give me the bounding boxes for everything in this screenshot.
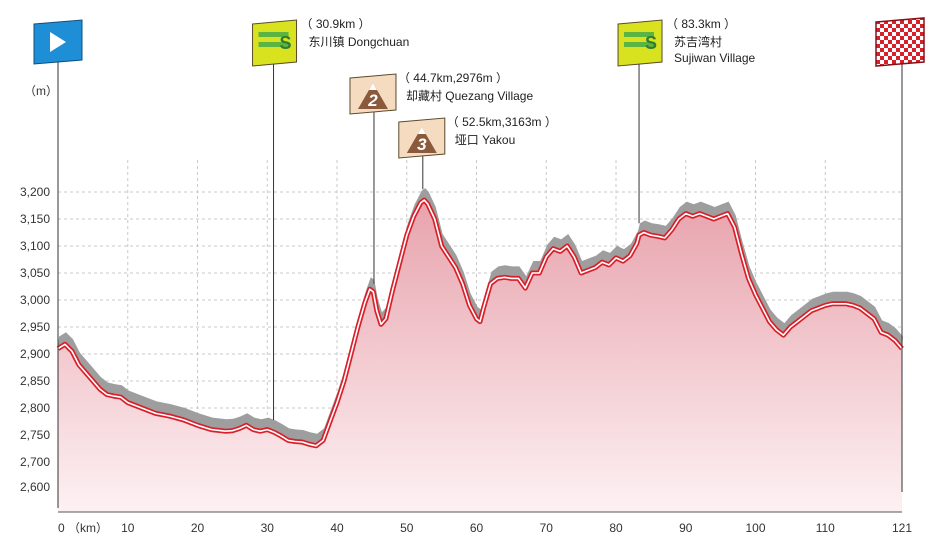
mountain-icon (406, 127, 437, 153)
y-tick-label: 3,150 (20, 212, 50, 226)
marker-climb: 3 （ 52.5km,3163m ） 垭口 Yakou (398, 115, 557, 190)
elevation-line-inner (57, 199, 903, 447)
marker-distance-label: （ 83.3km ） (666, 17, 736, 31)
x-tick-label: 60 (470, 521, 484, 535)
marker-place-label-en: Sujiwan Village (674, 51, 755, 65)
mountain-icon (357, 83, 388, 109)
y-tick-label: 3,000 (20, 293, 50, 307)
marker-distance-label: （ 52.5km,3163m ） (447, 115, 557, 129)
x-tick-label: 80 (609, 521, 623, 535)
y-tick-label: 2,700 (20, 455, 50, 469)
marker-climb: 2 （ 44.7km,2976m ） 却藏村 Quezang Village (349, 71, 534, 284)
x-tick-label: 110 (816, 521, 835, 535)
axes: 3,200 3,150 3,100 3,050 3,000 2,950 2,900 2,850… (20, 84, 912, 535)
y-tick-label: 2,950 (20, 320, 50, 334)
marker-start (33, 19, 83, 508)
x-tick-label: 90 (679, 521, 693, 535)
x-tick-label: 0 (58, 521, 65, 535)
y-tick-label: 2,850 (20, 374, 50, 388)
profile-area (56, 197, 904, 512)
sprint-stripe (624, 32, 655, 37)
marker-sprint: S （ 83.3km ） 苏吉湾村 Sujiwan Village (617, 17, 756, 224)
finish-flag-icon (875, 17, 925, 67)
marker-place-label: 苏吉湾村 (674, 34, 722, 49)
y-tick-label: 2,900 (20, 347, 50, 361)
y-tick-label: 2,750 (20, 428, 50, 442)
sprint-stripe (258, 32, 289, 37)
x-tick-label: 40 (330, 521, 344, 535)
route-markers: S （ 30.9km ） 东川镇 Dongchuan 2 （ 44.7km,2976m … (33, 17, 925, 508)
y-tick-label: 3,100 (20, 239, 50, 253)
y-axis-unit: （m） (24, 84, 58, 98)
x-tick-label: 70 (540, 521, 554, 535)
y-tick-label: 3,200 (20, 185, 50, 199)
marker-distance-label: （ 44.7km,2976m ） (398, 71, 508, 85)
x-tick-label: 50 (400, 521, 414, 535)
x-tick-label: 20 (191, 521, 205, 535)
mountain-snowcap (368, 83, 377, 90)
climb-category-label: 3 (417, 135, 427, 154)
y-tick-label: 2,800 (20, 401, 50, 415)
sprint-badge-label: S (280, 33, 292, 53)
y-tick-label: 3,050 (20, 266, 50, 280)
x-tick-label: 30 (261, 521, 275, 535)
mountain-snowcap (417, 127, 426, 134)
elevation-area (58, 200, 902, 512)
x-tick-label: 10 (121, 521, 135, 535)
marker-finish (875, 17, 925, 492)
sprint-badge-label: S (645, 33, 657, 53)
x-tick-label: 100 (746, 521, 766, 535)
marker-place-label: 却藏村 Quezang Village (406, 89, 534, 103)
marker-place-label: 垭口 Yakou (455, 133, 515, 147)
sprint-stripe (624, 42, 655, 47)
y-tick-label: 2,600 (20, 480, 50, 494)
climb-category-label: 2 (367, 91, 378, 110)
x-tick-label: 121 (892, 521, 912, 535)
marker-distance-label: （ 30.9km ） (301, 17, 371, 31)
marker-place-label: 东川镇 Dongchuan (309, 35, 410, 49)
x-axis-unit: （km） (68, 521, 108, 535)
marker-sprint: S （ 30.9km ） 东川镇 Dongchuan (252, 17, 410, 421)
play-icon (50, 32, 66, 52)
sprint-stripe (258, 42, 289, 47)
